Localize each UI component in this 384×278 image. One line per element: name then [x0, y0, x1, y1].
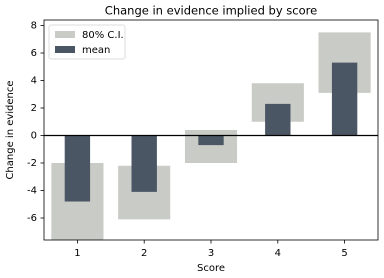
- legend-swatch: [55, 46, 75, 53]
- mean-bar: [331, 62, 358, 136]
- y-axis-label: Change in evidence: [5, 80, 16, 179]
- y-tick-label: -6: [27, 213, 37, 224]
- chart-title: Change in evidence implied by score: [105, 4, 317, 18]
- mean-bar: [265, 103, 291, 136]
- x-tick-label: 3: [208, 248, 214, 259]
- plot-area: [44, 32, 378, 240]
- x-tick-label: 5: [341, 248, 347, 259]
- legend-label: mean: [82, 45, 110, 56]
- y-tick-label: 8: [31, 21, 37, 32]
- mean-bar: [131, 135, 157, 192]
- x-tick-label: 1: [74, 248, 80, 259]
- y-tick-label: 2: [31, 103, 37, 114]
- x-tick-label: 4: [275, 248, 281, 259]
- y-tick-label: 0: [31, 131, 37, 142]
- mean-bar: [198, 135, 224, 146]
- y-tick-label: -4: [27, 186, 37, 197]
- y-tick-label: -2: [27, 158, 37, 169]
- x-axis-label: Score: [197, 263, 225, 274]
- y-tick-label: 6: [31, 48, 37, 59]
- legend-label: 80% C.I.: [82, 30, 124, 41]
- mean-bar: [64, 135, 91, 202]
- x-tick-label: 2: [141, 248, 147, 259]
- legend-swatch: [55, 31, 75, 38]
- y-tick-label: 4: [31, 76, 37, 87]
